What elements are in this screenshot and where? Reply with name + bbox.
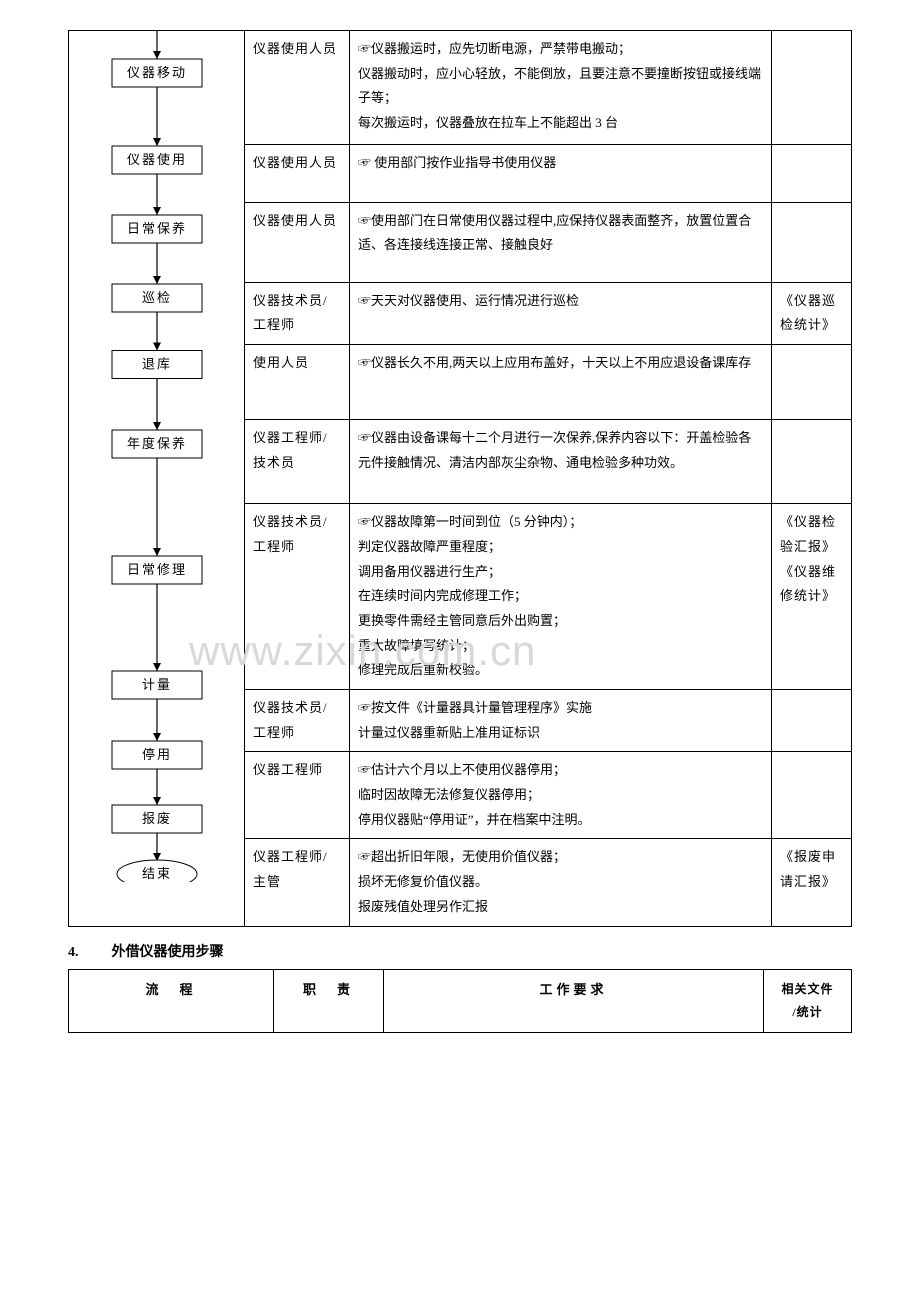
section-4-heading: 4. 外借仪器使用步骤 — [68, 941, 852, 961]
req-cell-6: ☞仪器故障第一时间到位（5 分钟内）；判定仪器故障严重程度；调用备用仪器进行生产… — [350, 504, 772, 690]
role-0: 仪器使用人员 — [253, 41, 337, 56]
role-7: 仪器技术员/工程师 — [253, 700, 328, 740]
req-cell-8: ☞估计六个月以上不使用仪器停用；临时因故障无法修复仪器停用；停用仪器贴“停用证”… — [350, 752, 772, 839]
req-0: ☞仪器搬运时，应先切断电源，严禁带电搬动；仪器搬动时，应小心轻放，不能倒放，且要… — [358, 37, 763, 136]
role-cell-1: 仪器使用人员 — [245, 144, 350, 202]
role-cell-2: 仪器使用人员 — [245, 202, 350, 282]
role-cell-4: 使用人员 — [245, 345, 350, 420]
section-4-num: 4. — [68, 945, 108, 961]
role-cell-5: 仪器工程师/技术员 — [245, 420, 350, 504]
svg-text:计量: 计量 — [142, 677, 172, 692]
svg-text:巡检: 巡检 — [142, 290, 172, 305]
req-cell-1: ☞ 使用部门按作业指导书使用仪器 — [350, 144, 772, 202]
req-4: ☞仪器长久不用,两天以上应用布盖好，十天以上不用应退设备课库存 — [358, 351, 763, 376]
section-4-table: 流 程 职 责 工作要求 相关文件 /统计 — [68, 969, 852, 1033]
req-cell-2: ☞使用部门在日常使用仪器过程中,应保持仪器表面整齐，放置位置合适、各连接线连接正… — [350, 202, 772, 282]
role-4: 使用人员 — [253, 355, 309, 370]
hdr-role: 职 责 — [274, 970, 384, 1033]
doc-cell-8 — [772, 752, 852, 839]
doc-cell-0 — [772, 31, 852, 145]
role-9: 仪器工程师/主管 — [253, 849, 328, 889]
role-cell-3: 仪器技术员/工程师 — [245, 282, 350, 344]
req-6: ☞仪器故障第一时间到位（5 分钟内）；判定仪器故障严重程度；调用备用仪器进行生产… — [358, 510, 763, 683]
section-4-title: 外借仪器使用步骤 — [112, 945, 224, 960]
role-5: 仪器工程师/技术员 — [253, 430, 328, 470]
svg-text:结束: 结束 — [142, 866, 172, 881]
flowchart-cell: www.zixin.com.cn 仪器移动仪器使用日常保养巡检退库年度保养日常修… — [69, 31, 245, 927]
doc-9: 《报废申请汇报》 — [780, 845, 843, 894]
svg-text:仪器移动: 仪器移动 — [127, 65, 187, 80]
req-cell-7: ☞按文件《计量器具计量管理程序》实施计量过仪器重新贴上准用证标识 — [350, 689, 772, 751]
req-5: ☞仪器由设备课每十二个月进行一次保养,保养内容以下：开盖检验各元件接触情况、清洁… — [358, 426, 763, 475]
hdr-doc1: 相关文件 — [768, 978, 847, 1001]
hdr-req: 工作要求 — [384, 970, 764, 1033]
doc-cell-1 — [772, 144, 852, 202]
req-cell-4: ☞仪器长久不用,两天以上应用布盖好，十天以上不用应退设备课库存 — [350, 345, 772, 420]
req-9: ☞超出折旧年限，无使用价值仪器；损坏无修复价值仪器。报废残值处理另作汇报 — [358, 845, 763, 919]
doc-cell-6: 《仪器检验汇报》《仪器维修统计》 — [772, 504, 852, 690]
hdr-doc2: /统计 — [768, 1001, 847, 1024]
svg-text:日常修理: 日常修理 — [127, 562, 187, 577]
role-3: 仪器技术员/工程师 — [253, 293, 328, 333]
role-2: 仪器使用人员 — [253, 213, 337, 228]
role-cell-9: 仪器工程师/主管 — [245, 839, 350, 927]
svg-text:仪器使用: 仪器使用 — [127, 152, 187, 167]
role-cell-0: 仪器使用人员 — [245, 31, 350, 145]
req-2: ☞使用部门在日常使用仪器过程中,应保持仪器表面整齐，放置位置合适、各连接线连接正… — [358, 209, 763, 258]
doc-6: 《仪器检验汇报》《仪器维修统计》 — [780, 510, 843, 609]
flowchart-svg: 仪器移动仪器使用日常保养巡检退库年度保养日常修理计量停用报废结束 — [69, 31, 244, 882]
doc-cell-5 — [772, 420, 852, 504]
doc-cell-4 — [772, 345, 852, 420]
doc-cell-9: 《报废申请汇报》 — [772, 839, 852, 927]
role-8: 仪器工程师 — [253, 762, 323, 777]
role-1: 仪器使用人员 — [253, 155, 337, 170]
role-cell-8: 仪器工程师 — [245, 752, 350, 839]
req-cell-9: ☞超出折旧年限，无使用价值仪器；损坏无修复价值仪器。报废残值处理另作汇报 — [350, 839, 772, 927]
role-cell-7: 仪器技术员/工程师 — [245, 689, 350, 751]
doc-cell-2 — [772, 202, 852, 282]
svg-text:年度保养: 年度保养 — [127, 436, 187, 451]
svg-text:日常保养: 日常保养 — [127, 221, 187, 236]
svg-text:报废: 报废 — [142, 811, 172, 826]
svg-text:停用: 停用 — [142, 747, 172, 762]
procedure-table: www.zixin.com.cn 仪器移动仪器使用日常保养巡检退库年度保养日常修… — [68, 30, 852, 927]
doc-cell-3: 《仪器巡检统计》 — [772, 282, 852, 344]
req-cell-3: ☞天天对仪器使用、运行情况进行巡检 — [350, 282, 772, 344]
req-3: ☞天天对仪器使用、运行情况进行巡检 — [358, 289, 763, 314]
req-1: ☞ 使用部门按作业指导书使用仪器 — [358, 151, 763, 176]
req-8: ☞估计六个月以上不使用仪器停用；临时因故障无法修复仪器停用；停用仪器贴“停用证”… — [358, 758, 763, 832]
req-cell-5: ☞仪器由设备课每十二个月进行一次保养,保养内容以下：开盖检验各元件接触情况、清洁… — [350, 420, 772, 504]
req-cell-0: ☞仪器搬运时，应先切断电源，严禁带电搬动；仪器搬动时，应小心轻放，不能倒放，且要… — [350, 31, 772, 145]
svg-text:退库: 退库 — [142, 356, 172, 371]
role-cell-6: 仪器技术员/工程师 — [245, 504, 350, 690]
doc-3: 《仪器巡检统计》 — [780, 289, 843, 338]
hdr-doc: 相关文件 /统计 — [764, 970, 852, 1033]
role-6: 仪器技术员/工程师 — [253, 514, 328, 554]
req-7: ☞按文件《计量器具计量管理程序》实施计量过仪器重新贴上准用证标识 — [358, 696, 763, 745]
doc-cell-7 — [772, 689, 852, 751]
hdr-flow: 流 程 — [69, 970, 274, 1033]
